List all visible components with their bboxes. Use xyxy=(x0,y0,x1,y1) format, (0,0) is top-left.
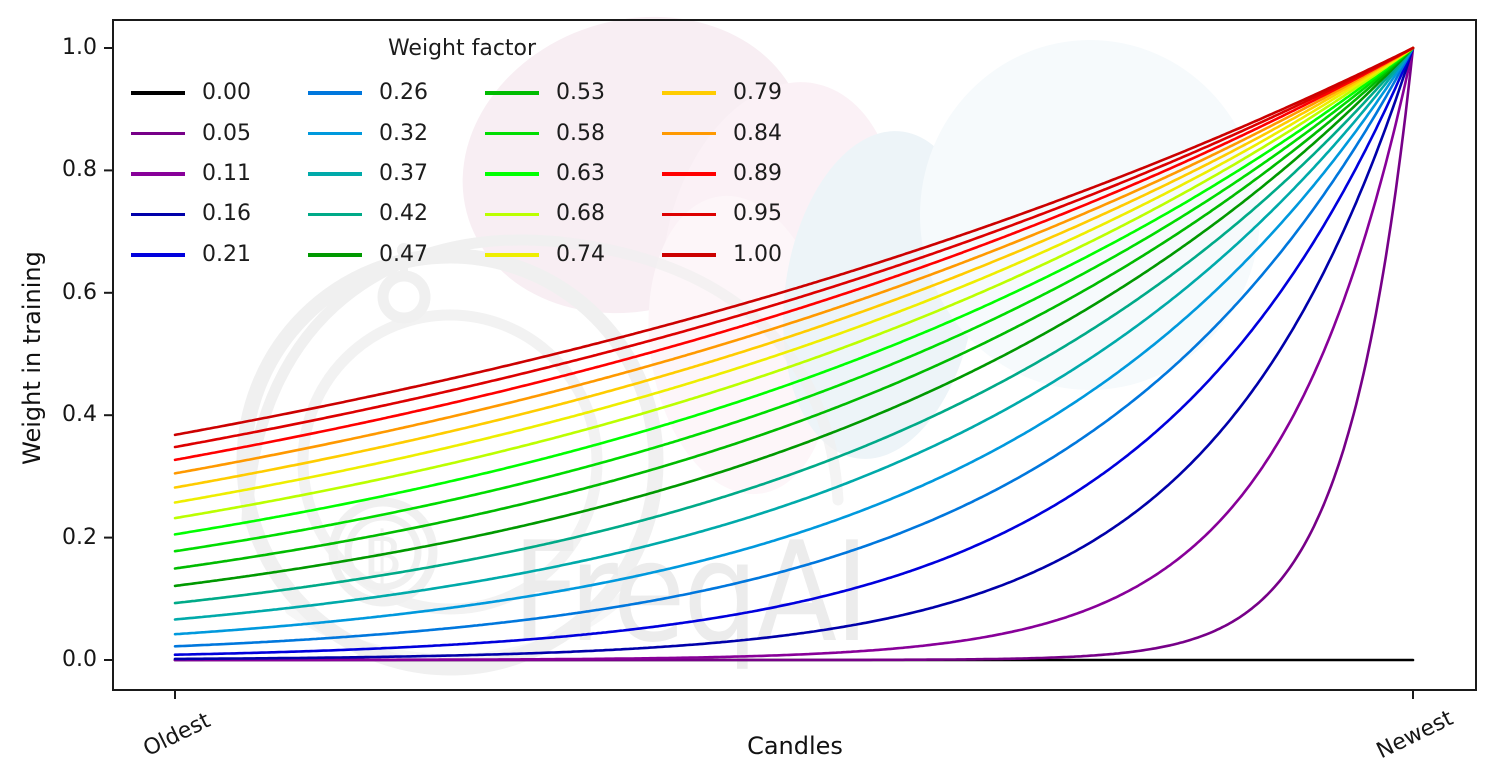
legend-item-0.32: 0.32 xyxy=(308,113,485,153)
legend-label: 0.84 xyxy=(733,120,782,146)
legend-line-swatch xyxy=(485,253,539,257)
curve-wf-0.53 xyxy=(173,46,1415,570)
legend-label: 0.74 xyxy=(556,241,605,267)
curve-wf-0.21 xyxy=(173,46,1415,656)
curve-wf-0.95 xyxy=(173,46,1415,449)
curves-group xyxy=(173,46,1415,662)
legend-label: 0.11 xyxy=(202,160,251,186)
legend-line-swatch xyxy=(131,172,185,176)
legend-grid: 0.00 0.05 0.11 0.16 0.21 0.26 0.32 0.37 0.42 0.47… xyxy=(131,73,839,275)
legend-item-0.05: 0.05 xyxy=(131,113,308,153)
legend-label: 0.21 xyxy=(202,241,251,267)
legend-item-0.53: 0.53 xyxy=(485,73,662,113)
legend-item-0.11: 0.11 xyxy=(131,154,308,194)
curve-wf-0.58 xyxy=(173,46,1415,553)
legend-item-1.00: 1.00 xyxy=(662,235,839,275)
legend-line-swatch xyxy=(485,91,539,95)
legend-label: 0.00 xyxy=(202,80,251,106)
legend-line-swatch xyxy=(662,172,716,176)
legend-label: 0.68 xyxy=(556,201,605,227)
legend-label: 0.58 xyxy=(556,120,605,146)
curve-wf-0.37 xyxy=(173,46,1415,621)
legend-label: 0.37 xyxy=(379,160,428,186)
legend-line-swatch xyxy=(131,131,185,136)
legend-line-swatch xyxy=(485,212,539,217)
legend-line-swatch xyxy=(485,131,539,136)
legend-item-0.74: 0.74 xyxy=(485,235,662,275)
legend-label: 0.79 xyxy=(733,80,782,106)
legend-line-swatch xyxy=(485,172,539,176)
legend-line-swatch xyxy=(308,212,362,217)
curve-wf-0.16 xyxy=(173,46,1415,661)
legend-item-0.58: 0.58 xyxy=(485,113,662,153)
legend-item-0.00: 0.00 xyxy=(131,73,308,113)
legend-item-0.37: 0.37 xyxy=(308,154,485,194)
curve-wf-0.11 xyxy=(173,46,1415,662)
curve-wf-0.84 xyxy=(173,46,1415,475)
legend-label: 1.00 xyxy=(733,241,782,267)
legend-item-0.89: 0.89 xyxy=(662,154,839,194)
legend-line-swatch xyxy=(131,91,185,95)
axes-group xyxy=(104,19,1477,699)
curve-wf-0.63 xyxy=(173,46,1415,536)
legend-label: 0.47 xyxy=(379,241,428,267)
legend-label: 0.42 xyxy=(379,201,428,227)
curve-wf-0.89 xyxy=(173,46,1415,462)
curve-wf-0.74 xyxy=(173,46,1415,504)
legend-item-0.26: 0.26 xyxy=(308,73,485,113)
curve-wf-0.68 xyxy=(173,46,1415,520)
legend-line-swatch xyxy=(662,212,716,217)
legend-label: 0.05 xyxy=(202,120,251,146)
legend-item-0.16: 0.16 xyxy=(131,194,308,234)
legend-item-0.79: 0.79 xyxy=(662,73,839,113)
legend-label: 0.89 xyxy=(733,160,782,186)
legend-line-swatch xyxy=(308,91,362,95)
legend-item-0.21: 0.21 xyxy=(131,235,308,275)
legend-item-0.63: 0.63 xyxy=(485,154,662,194)
axes-spines xyxy=(112,19,1477,691)
legend-label: 0.32 xyxy=(379,120,428,146)
legend-line-swatch xyxy=(662,253,716,257)
legend-line-swatch xyxy=(308,172,362,176)
legend-line-swatch xyxy=(131,212,185,217)
curve-wf-0.32 xyxy=(173,46,1415,636)
legend-label: 0.53 xyxy=(556,80,605,106)
legend-label: 0.95 xyxy=(733,201,782,227)
legend-title: Weight factor xyxy=(387,36,537,61)
legend-label: 0.16 xyxy=(202,201,251,227)
legend-label: 0.63 xyxy=(556,160,605,186)
legend-label: 0.26 xyxy=(379,80,428,106)
legend-line-swatch xyxy=(308,253,362,257)
legend-line-swatch xyxy=(131,253,185,257)
curve-wf-1.00 xyxy=(173,46,1415,437)
legend-item-0.42: 0.42 xyxy=(308,194,485,234)
legend-item-0.84: 0.84 xyxy=(662,113,839,153)
curve-wf-0.42 xyxy=(173,46,1415,605)
curve-wf-0.79 xyxy=(173,46,1415,489)
curve-wf-0.26 xyxy=(173,46,1415,648)
legend-item-0.68: 0.68 xyxy=(485,194,662,234)
legend-line-swatch xyxy=(308,131,362,136)
legend-line-swatch xyxy=(662,131,716,136)
curve-wf-0.47 xyxy=(173,46,1415,588)
legend-item-0.95: 0.95 xyxy=(662,194,839,234)
legend-item-0.47: 0.47 xyxy=(308,235,485,275)
legend-line-swatch xyxy=(662,91,716,95)
